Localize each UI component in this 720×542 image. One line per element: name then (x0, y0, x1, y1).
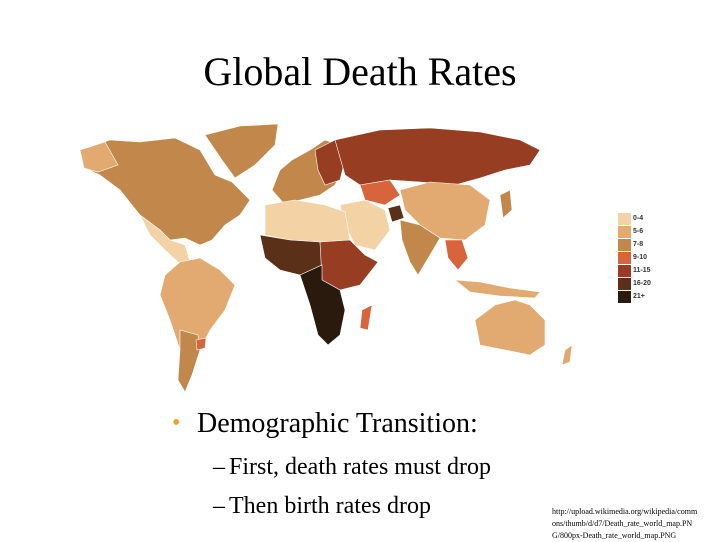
legend-swatch (617, 238, 632, 252)
legend-label: 21+ (633, 293, 645, 300)
map-regions (79, 123, 573, 393)
madagascar (359, 304, 373, 331)
legend-label: 11-15 (633, 267, 651, 274)
australia (474, 299, 546, 356)
legend-swatch (617, 251, 632, 265)
china (399, 181, 491, 241)
slide-title: Global Death Rates (203, 49, 517, 94)
bullet-marker: • (172, 410, 181, 436)
legend-label: 5-6 (633, 228, 644, 235)
source-citation: http://upload.wikimedia.org/wikipedia/co… (552, 507, 698, 540)
alaska (79, 141, 119, 173)
bullet-text: Demographic Transition: (197, 408, 478, 439)
legend-label: 9-10 (633, 254, 648, 261)
central-africa (299, 264, 346, 346)
new-zealand (561, 344, 573, 366)
south-america-south (177, 329, 201, 393)
legend-label: 7-8 (633, 241, 644, 248)
sub-bullet-marker: – (213, 493, 225, 519)
india (399, 219, 441, 276)
legend-swatch (617, 212, 632, 226)
central-asia (359, 179, 401, 206)
legend-swatch (617, 290, 632, 304)
north-africa (264, 199, 351, 243)
indonesia (454, 279, 541, 299)
legend-label: 0-4 (633, 215, 644, 222)
legend-label: 16-20 (633, 280, 651, 287)
afghanistan (387, 204, 405, 223)
legend-swatch (617, 277, 632, 291)
russia (334, 127, 541, 186)
southeast-asia (444, 239, 469, 271)
greenland (204, 123, 279, 179)
uruguay (195, 337, 207, 351)
south-america (159, 257, 236, 393)
sub-bullet-marker: – (213, 454, 225, 480)
legend-swatch (617, 264, 632, 278)
sub-bullet-text: First, death rates must drop (229, 454, 491, 480)
legend-swatch (617, 225, 632, 239)
japan (499, 189, 513, 219)
sub-bullet-text: Then birth rates drop (229, 493, 431, 519)
north-america (79, 137, 251, 246)
